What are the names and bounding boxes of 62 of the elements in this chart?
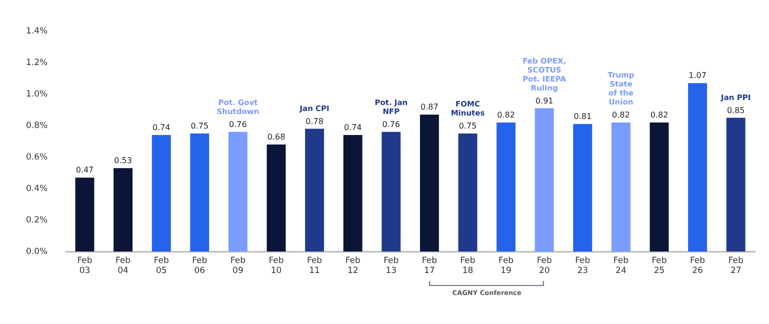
data-label: 0.82 [650, 110, 668, 120]
bar [611, 122, 630, 252]
data-label: 0.87 [420, 102, 438, 112]
x-tick-label: Feb 05 [154, 256, 169, 276]
x-tick-label: Feb 04 [116, 256, 131, 276]
x-tick-label: Feb 09 [230, 256, 246, 276]
y-tick-label: 0.2% [26, 215, 48, 226]
data-label: 0.75 [458, 122, 477, 131]
x-tick-label: Feb 23 [575, 256, 590, 276]
y-tick-label: 0.4% [26, 184, 48, 194]
bar [190, 133, 210, 252]
x-tick-label: Feb 11 [307, 256, 322, 276]
data-label: 0.74 [152, 123, 170, 132]
x-tick-label: Feb 25 [652, 256, 667, 276]
bar [75, 178, 94, 252]
x-tick-label: Feb 18 [460, 256, 476, 276]
x-tick-label: Feb 03 [77, 256, 92, 276]
x-tick-label: Feb 13 [384, 256, 399, 276]
bar [534, 108, 554, 252]
x-tick-label: Feb 24 [613, 256, 628, 276]
x-tick-label: Feb 19 [498, 256, 514, 276]
data-label: 0.74 [344, 123, 362, 132]
y-tick-label: 1.0% [26, 89, 48, 100]
data-label: 0.68 [267, 132, 286, 142]
bar [114, 168, 133, 252]
y-tick-label: 0.0% [26, 246, 48, 257]
data-label: 0.78 [306, 116, 324, 126]
x-tick-label: Feb 12 [345, 256, 360, 276]
x-tick-label: Feb 17 [422, 256, 437, 276]
bar [688, 83, 708, 252]
bar [573, 124, 592, 252]
y-tick-label: 0.6% [26, 152, 48, 162]
data-label: 0.85 [726, 106, 745, 115]
x-tick-label: Feb 26 [690, 256, 706, 276]
y-tick-label: 0.8% [26, 120, 48, 131]
bar [266, 144, 286, 252]
bar [228, 132, 248, 252]
bar [650, 122, 669, 252]
data-label: 0.75 [190, 122, 209, 131]
data-label: 0.76 [229, 120, 247, 129]
bar [382, 132, 401, 252]
data-label: 0.76 [382, 120, 400, 129]
data-label: 0.82 [612, 110, 630, 120]
bar [726, 118, 746, 252]
bar [458, 133, 478, 252]
y-tick-label: 1.4% [26, 26, 48, 36]
bar [152, 135, 171, 252]
data-label: 0.91 [535, 96, 554, 106]
x-tick-label: Feb 27 [728, 256, 744, 276]
x-tick-label: Feb 20 [536, 256, 552, 276]
data-label: 0.53 [114, 156, 132, 166]
data-label: 0.81 [574, 112, 592, 122]
data-label: 0.82 [497, 110, 515, 120]
data-label: 1.07 [688, 71, 706, 80]
bar [343, 135, 362, 252]
data-label: 0.47 [76, 166, 94, 175]
bar [420, 114, 439, 252]
y-tick-label: 1.2% [26, 58, 48, 68]
bar [496, 122, 516, 252]
x-tick-label: Feb 06 [192, 256, 208, 276]
x-tick-label: Feb 10 [268, 256, 284, 276]
bar [305, 128, 324, 252]
